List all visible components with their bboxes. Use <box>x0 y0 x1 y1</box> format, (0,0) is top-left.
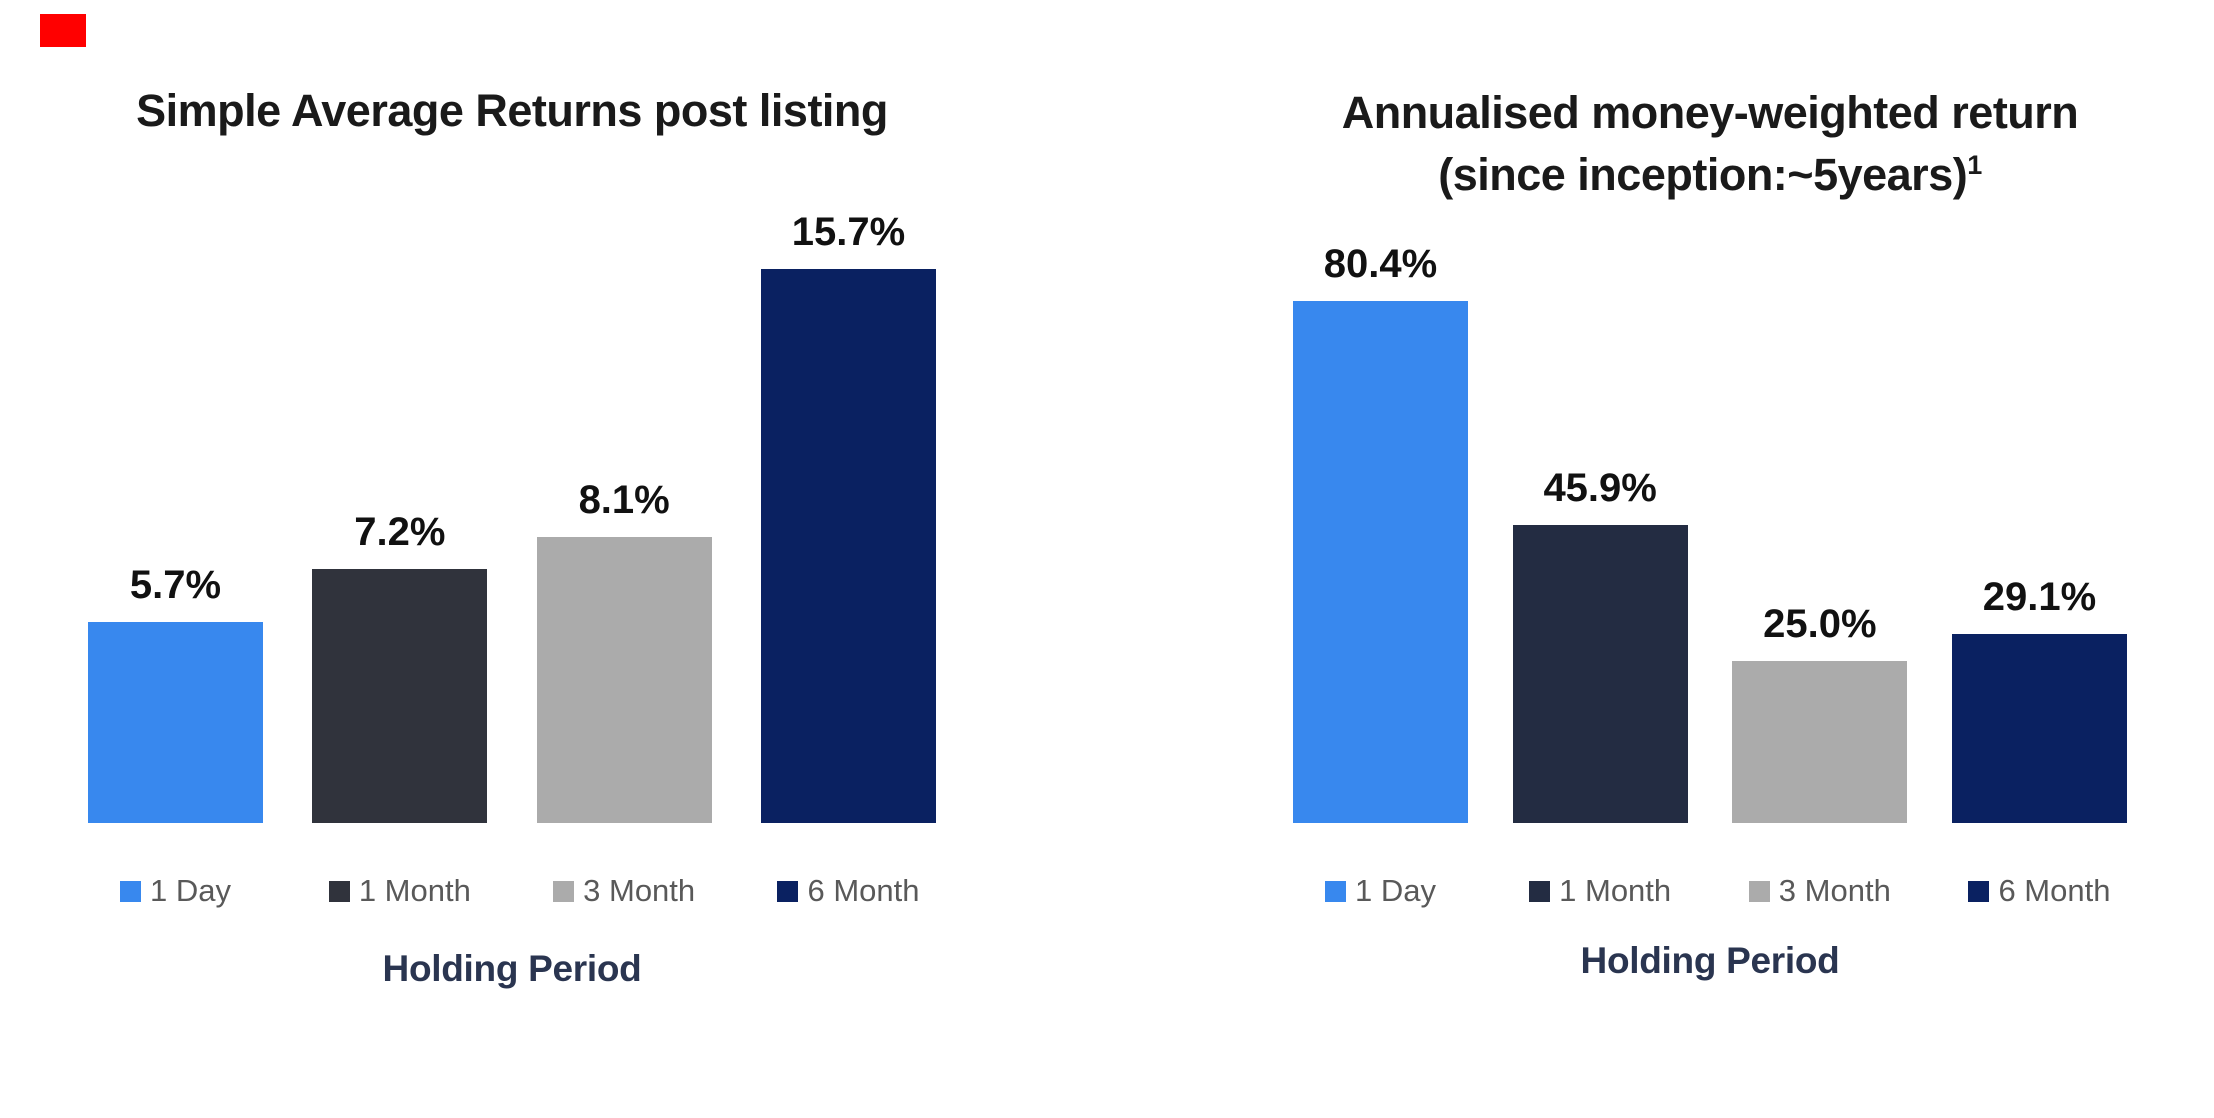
legend-swatch <box>1325 880 1346 902</box>
chart-title-line1: Annualised money-weighted return <box>1341 87 2079 138</box>
legend-swatch <box>777 880 799 902</box>
legend-swatch <box>328 880 350 902</box>
legend-item-1-month: 1 Month <box>1513 872 1688 911</box>
bar <box>88 622 263 823</box>
x-axis-title: Holding Period <box>382 948 642 989</box>
legend-label: 6 Month <box>807 873 920 908</box>
bar-value-label: 80.4% <box>1323 242 1438 286</box>
bars-row: 5.7% 7.2% 8.1% 15.7% <box>88 203 936 823</box>
bar-value-label: 29.1% <box>1982 575 2097 619</box>
legend-item-3-month: 3 Month <box>537 872 712 911</box>
legend-swatch <box>1748 880 1770 902</box>
bar-value-label: 45.9% <box>1543 466 1657 510</box>
legend-swatch <box>1968 880 1990 902</box>
bar <box>1951 634 2127 823</box>
legend-item-1-day: 1 Day <box>88 872 263 911</box>
chart-title: Simple Average Returns post listing <box>136 85 888 136</box>
bar <box>1732 661 1908 823</box>
legend-item-1-day: 1 Day <box>1293 872 1468 911</box>
bar-value-label: 8.1% <box>578 478 670 522</box>
bar <box>1512 525 1688 823</box>
legend-item-1-month: 1 Month <box>312 872 487 911</box>
bar <box>312 569 488 823</box>
legend-label: 1 Month <box>358 873 471 908</box>
bar-group-3-month: 25.0% <box>1732 602 1908 823</box>
bar-value-label: 7.2% <box>354 510 446 554</box>
bar-group-1-day: 5.7% <box>88 563 263 823</box>
x-axis-title: Holding Period <box>1580 940 1840 981</box>
bar-group-1-day: 80.4% <box>1293 242 1468 823</box>
bar <box>536 537 712 823</box>
legend-item-6-month: 6 Month <box>761 872 936 911</box>
chart-title: Annualised money-weighted return (since i… <box>1293 82 2127 206</box>
bar-group-1-month: 7.2% <box>312 510 488 823</box>
bars-row: 80.4% 45.9% 25.0% 29.1% <box>1293 203 2127 823</box>
legend-swatch <box>553 880 575 902</box>
legend-row: 1 Day 1 Month 3 Month 6 Month <box>88 872 936 911</box>
chart-annualised-money-weighted-return: Annualised money-weighted return (since i… <box>1293 0 2127 1020</box>
bar-group-6-month: 29.1% <box>1951 575 2127 823</box>
bar <box>760 269 936 823</box>
bar <box>1293 301 1468 823</box>
chart-simple-average-returns: Simple Average Returns post listing 5.7%… <box>88 0 936 1020</box>
legend-label: 3 Month <box>1778 873 1891 908</box>
bar-group-3-month: 8.1% <box>536 478 712 823</box>
legend-item-6-month: 6 Month <box>1952 872 2127 911</box>
legend-label: 1 Day <box>150 873 231 908</box>
bar-group-6-month: 15.7% <box>760 210 936 823</box>
bar-value-label: 5.7% <box>129 563 222 607</box>
red-marker <box>40 14 86 47</box>
legend-swatch <box>120 880 141 902</box>
legend-label: 6 Month <box>1998 873 2111 908</box>
footnote-superscript: 1 <box>1967 150 1982 181</box>
bar-value-label: 15.7% <box>791 210 906 254</box>
legend-label: 1 Month <box>1559 873 1672 908</box>
bar-group-1-month: 45.9% <box>1512 466 1688 823</box>
legend-label: 1 Day <box>1355 873 1436 908</box>
legend-row: 1 Day 1 Month 3 Month 6 Month <box>1293 872 2127 911</box>
bar-value-label: 25.0% <box>1763 602 1877 646</box>
legend-swatch <box>1529 880 1551 902</box>
chart-title-line2: (since inception:~5years) <box>1438 149 1968 201</box>
legend-label: 3 Month <box>583 873 696 908</box>
legend-item-3-month: 3 Month <box>1732 872 1907 911</box>
